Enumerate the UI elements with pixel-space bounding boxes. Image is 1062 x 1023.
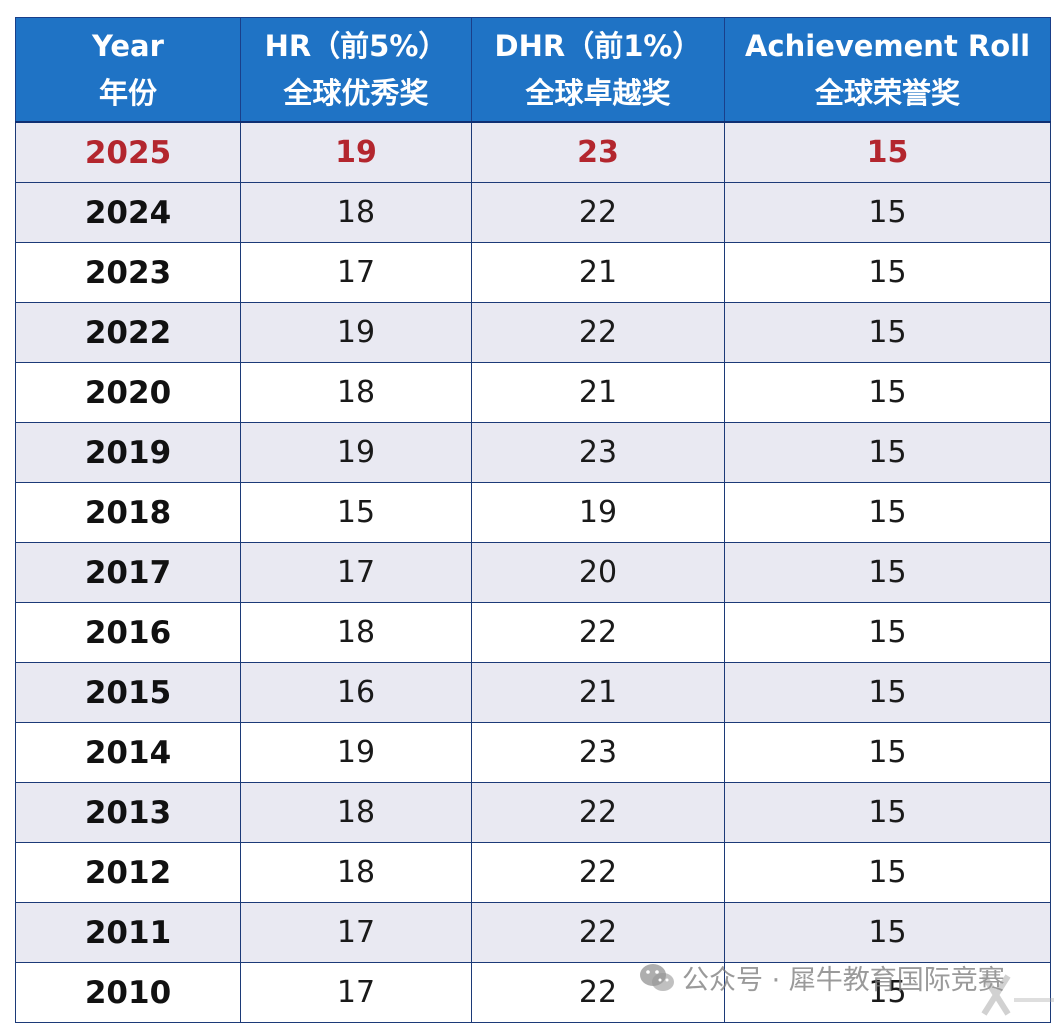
cell-year: 2024 xyxy=(15,182,241,243)
cell-hr: 15 xyxy=(240,482,472,543)
cell-achievement-roll: 15 xyxy=(724,782,1051,843)
cell-hr: 19 xyxy=(240,422,472,483)
header-year: Year 年份 xyxy=(15,17,241,123)
cell-hr: 19 xyxy=(240,121,472,183)
cell-achievement-roll: 15 xyxy=(724,242,1051,303)
cell-year: 2022 xyxy=(15,302,241,363)
header-row: Year 年份 HR（前5%） 全球优秀奖 DHR（前1%） 全球卓越奖 Ach… xyxy=(15,17,1051,123)
cell-dhr: 22 xyxy=(471,782,725,843)
cutoff-score-table: Year 年份 HR（前5%） 全球优秀奖 DHR（前1%） 全球卓越奖 Ach… xyxy=(15,17,1051,1023)
cutoff-score-table-container: Year 年份 HR（前5%） 全球优秀奖 DHR（前1%） 全球卓越奖 Ach… xyxy=(15,17,1051,1023)
cell-year: 2010 xyxy=(15,962,241,1023)
cell-achievement-roll: 15 xyxy=(724,962,1051,1023)
cell-achievement-roll: 15 xyxy=(724,302,1051,363)
cell-dhr: 21 xyxy=(471,662,725,723)
x-logo-icon xyxy=(981,974,1054,1016)
cell-dhr: 22 xyxy=(471,902,725,963)
table-row: 2020 18 21 15 xyxy=(15,362,1051,423)
table-row: 2019 19 23 15 xyxy=(15,422,1051,483)
cell-hr: 17 xyxy=(240,902,472,963)
cell-achievement-roll: 15 xyxy=(724,662,1051,723)
cell-hr: 19 xyxy=(240,302,472,363)
cell-achievement-roll: 15 xyxy=(724,902,1051,963)
cell-dhr: 20 xyxy=(471,542,725,603)
table-row: 2010 17 22 15 xyxy=(15,962,1051,1023)
table-row-highlighted: 2025 19 23 15 xyxy=(15,121,1051,183)
cell-year: 2016 xyxy=(15,602,241,663)
header-achievement-roll: Achievement Roll 全球荣誉奖 xyxy=(724,17,1051,123)
cell-year: 2014 xyxy=(15,722,241,783)
table-body: 2025 19 23 15 2024 18 22 15 2023 17 21 15 2022 19 22 15… xyxy=(15,121,1051,1023)
cell-hr: 18 xyxy=(240,602,472,663)
table-row: 2012 18 22 15 xyxy=(15,842,1051,903)
header-achievement-roll-en: Achievement Roll xyxy=(744,28,1031,63)
cell-hr: 18 xyxy=(240,842,472,903)
table-row: 2015 16 21 15 xyxy=(15,662,1051,723)
header-hr-zh: 全球优秀奖 xyxy=(283,75,429,110)
cell-dhr: 23 xyxy=(471,121,725,183)
cell-year: 2013 xyxy=(15,782,241,843)
cell-year: 2020 xyxy=(15,362,241,423)
cell-year: 2018 xyxy=(15,482,241,543)
table-row: 2017 17 20 15 xyxy=(15,542,1051,603)
cell-dhr: 19 xyxy=(471,482,725,543)
cell-hr: 17 xyxy=(240,242,472,303)
cell-hr: 18 xyxy=(240,782,472,843)
cell-dhr: 22 xyxy=(471,602,725,663)
cell-year: 2025 xyxy=(15,121,241,183)
header-achievement-roll-zh: 全球荣誉奖 xyxy=(814,75,960,110)
header-dhr-zh: 全球卓越奖 xyxy=(525,75,671,110)
header-dhr-en: DHR（前1%） xyxy=(494,28,702,63)
cell-hr: 17 xyxy=(240,962,472,1023)
cell-year: 2019 xyxy=(15,422,241,483)
table-row: 2016 18 22 15 xyxy=(15,602,1051,663)
cell-achievement-roll: 15 xyxy=(724,842,1051,903)
cell-achievement-roll: 15 xyxy=(724,422,1051,483)
table-row: 2022 19 22 15 xyxy=(15,302,1051,363)
cell-dhr: 21 xyxy=(471,362,725,423)
table-row: 2014 19 23 15 xyxy=(15,722,1051,783)
cell-year: 2012 xyxy=(15,842,241,903)
cell-dhr: 23 xyxy=(471,422,725,483)
cell-dhr: 21 xyxy=(471,242,725,303)
header-year-en: Year xyxy=(92,28,164,63)
cell-hr: 19 xyxy=(240,722,472,783)
table-row: 2024 18 22 15 xyxy=(15,182,1051,243)
cell-hr: 18 xyxy=(240,362,472,423)
cell-achievement-roll: 15 xyxy=(724,121,1051,183)
table-header: Year 年份 HR（前5%） 全球优秀奖 DHR（前1%） 全球卓越奖 Ach… xyxy=(15,17,1051,123)
cell-dhr: 23 xyxy=(471,722,725,783)
cell-hr: 18 xyxy=(240,182,472,243)
table-row: 2013 18 22 15 xyxy=(15,782,1051,843)
table-row: 2011 17 22 15 xyxy=(15,902,1051,963)
cell-dhr: 22 xyxy=(471,182,725,243)
cell-dhr: 22 xyxy=(471,302,725,363)
header-hr-en: HR（前5%） xyxy=(264,28,448,63)
cell-achievement-roll: 15 xyxy=(724,542,1051,603)
cell-dhr: 22 xyxy=(471,842,725,903)
cell-achievement-roll: 15 xyxy=(724,482,1051,543)
table-row: 2023 17 21 15 xyxy=(15,242,1051,303)
table-row: 2018 15 19 15 xyxy=(15,482,1051,543)
cell-dhr: 22 xyxy=(471,962,725,1023)
cell-achievement-roll: 15 xyxy=(724,182,1051,243)
cell-year: 2017 xyxy=(15,542,241,603)
header-hr: HR（前5%） 全球优秀奖 xyxy=(240,17,472,123)
cell-hr: 17 xyxy=(240,542,472,603)
cell-achievement-roll: 15 xyxy=(724,602,1051,663)
header-year-zh: 年份 xyxy=(98,75,157,110)
cell-year: 2015 xyxy=(15,662,241,723)
cell-year: 2011 xyxy=(15,902,241,963)
cell-achievement-roll: 15 xyxy=(724,722,1051,783)
cell-achievement-roll: 15 xyxy=(724,362,1051,423)
header-dhr: DHR（前1%） 全球卓越奖 xyxy=(471,17,725,123)
cell-year: 2023 xyxy=(15,242,241,303)
cell-hr: 16 xyxy=(240,662,472,723)
